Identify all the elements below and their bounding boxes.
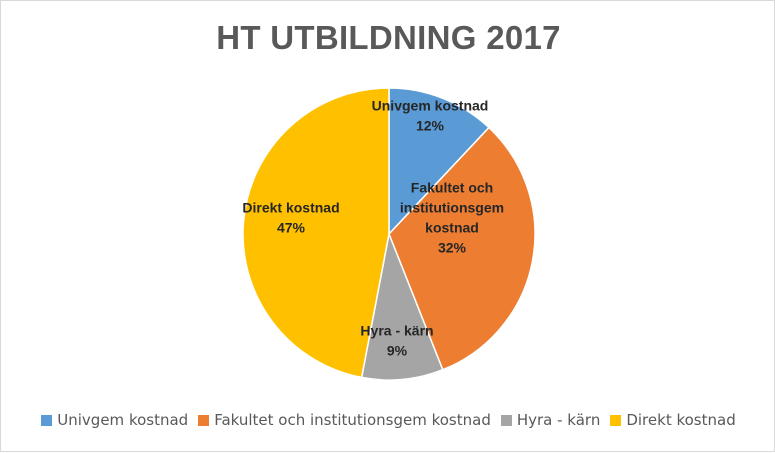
legend: Univgem kostnad Fakultet och institutions…	[1, 411, 775, 429]
legend-swatch	[500, 414, 512, 426]
legend-label: Hyra - kärn	[516, 411, 601, 429]
slice-category-label: Direkt kostnad	[242, 200, 339, 216]
slice-category-label: Fakultet och	[411, 180, 493, 196]
chart-title: HT UTBILDNING 2017	[216, 19, 561, 56]
legend-item: Hyra - kärn	[500, 411, 601, 429]
slice-label-2: Fakultet och institutionsgem kostnad 32%	[400, 180, 504, 256]
legend-label: Fakultet och institutionsgem kostnad	[214, 411, 491, 429]
legend-label: Univgem kostnad	[57, 411, 189, 429]
pie-slice-3	[360, 231, 444, 381]
slice-label-1: Univgem kostnad 12%	[372, 98, 489, 134]
legend-swatch	[198, 414, 210, 426]
legend-item: Fakultet och institutionsgem kostnad	[198, 411, 491, 429]
slice-category-label: institutionsgem	[400, 200, 504, 216]
pie-slice-2	[388, 126, 536, 371]
legend-item: Univgem kostnad	[41, 411, 188, 429]
pie-slice-1	[388, 87, 491, 236]
legend-item: Direkt kostnad	[610, 411, 736, 429]
slice-category-label: Hyra - kärn	[360, 323, 433, 339]
legend-swatch	[41, 414, 53, 426]
slice-value-label: 12%	[416, 118, 445, 134]
slice-value-label: 32%	[438, 240, 467, 256]
pie-slice-4	[242, 87, 390, 379]
slice-label-3: Hyra - kärn 9%	[360, 323, 433, 359]
slice-label-4: Direkt kostnad 47%	[242, 200, 339, 236]
slice-category-label: kostnad	[425, 220, 479, 236]
slice-category-label: Univgem kostnad	[372, 98, 489, 114]
slice-value-label: 47%	[277, 220, 306, 236]
legend-label: Direkt kostnad	[626, 411, 736, 429]
legend-swatch	[610, 414, 622, 426]
slice-value-label: 9%	[387, 343, 408, 359]
